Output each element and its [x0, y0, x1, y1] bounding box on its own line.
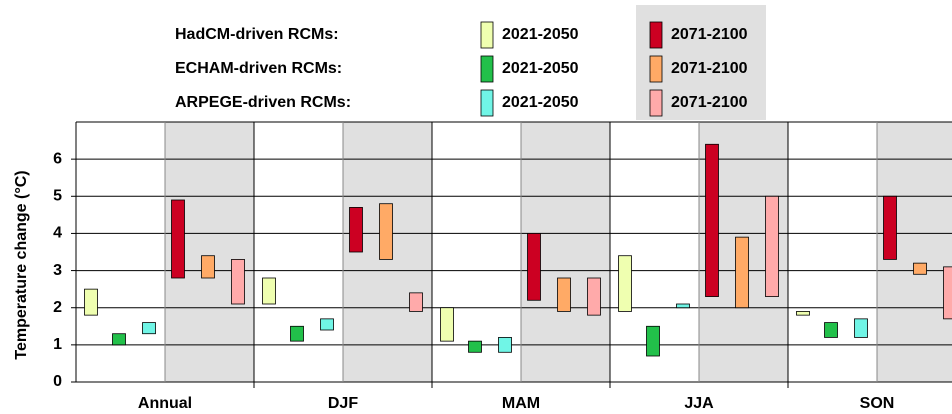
legend-swatch	[649, 21, 663, 49]
y-tick-label: 2	[53, 299, 62, 316]
y-tick-label: 6	[53, 150, 62, 167]
range-bar	[913, 262, 927, 275]
range-bar	[112, 333, 126, 346]
range-bar	[320, 318, 334, 331]
range-bar	[796, 311, 810, 316]
range-bar	[943, 266, 952, 320]
legend-swatch	[480, 89, 494, 117]
legend-label: 2071-2100	[671, 26, 748, 43]
range-bar	[171, 199, 185, 279]
range-bar	[231, 259, 245, 305]
range-bar	[379, 203, 393, 260]
legend-swatch	[649, 89, 663, 117]
range-bar	[262, 277, 276, 305]
legend-swatch	[649, 55, 663, 83]
range-bar	[824, 322, 838, 338]
range-bar	[735, 236, 749, 309]
range-bar	[349, 207, 363, 253]
legend-label: 2021-2050	[502, 26, 579, 43]
range-bar	[676, 303, 690, 309]
range-bar	[705, 143, 719, 297]
range-bar	[765, 195, 779, 297]
y-axis-label: Temperature change (°C)	[13, 170, 30, 359]
x-tick-label: JJA	[684, 395, 714, 412]
x-tick-label: MAM	[502, 395, 540, 412]
range-bar	[84, 288, 98, 316]
legend-swatch	[480, 55, 494, 83]
legend-label: 2021-2050	[502, 60, 579, 77]
legend-swatch	[480, 21, 494, 49]
y-tick-label: 1	[53, 336, 62, 353]
range-bar	[498, 337, 512, 353]
y-tick-label: 3	[53, 262, 62, 279]
range-bar	[440, 307, 454, 342]
range-bar	[290, 325, 304, 342]
legend-row-label: HadCM-driven RCMs:	[175, 26, 339, 43]
y-tick-label: 5	[53, 188, 62, 205]
range-bar	[618, 255, 632, 312]
range-bar	[854, 318, 868, 338]
range-bar	[142, 322, 156, 335]
y-tick-label: 0	[53, 373, 62, 390]
plot: Annual DJF MAM JJA SON	[75, 121, 952, 412]
legend-label: 2021-2050	[502, 94, 579, 111]
x-tick-label: SON	[860, 395, 895, 412]
range-bar	[527, 233, 541, 301]
range-bar	[409, 292, 423, 312]
legend-row-label: ARPEGE-driven RCMs:	[175, 94, 351, 111]
range-bar	[468, 340, 482, 353]
y-tick-label: 4	[53, 225, 62, 242]
range-bar	[883, 195, 897, 260]
legend-label: 2071-2100	[671, 60, 748, 77]
range-bar	[587, 277, 601, 316]
legend-row-label: ECHAM-driven RCMs:	[175, 60, 342, 77]
legend-label: 2071-2100	[671, 94, 748, 111]
x-tick-label: Annual	[138, 395, 192, 412]
x-tick-label: DJF	[328, 395, 358, 412]
range-bar	[646, 325, 660, 357]
range-bar	[557, 277, 571, 312]
range-bar	[201, 255, 215, 279]
